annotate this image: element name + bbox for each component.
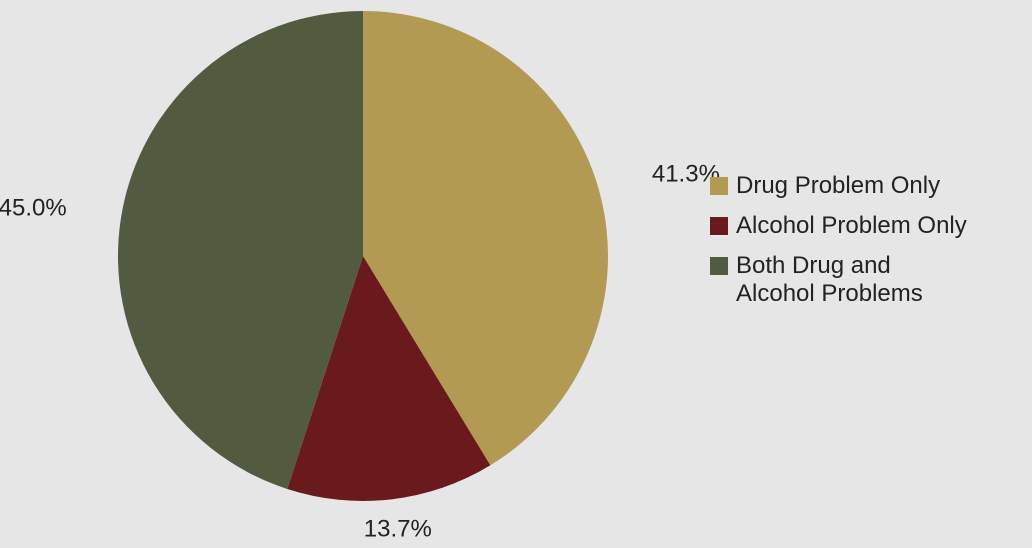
- data-label: 41.3%: [652, 160, 720, 187]
- pie-slice: [118, 11, 363, 490]
- legend-item: Alcohol Problem Only: [710, 212, 967, 240]
- legend-label: Both Drug and Alcohol Problems: [736, 252, 923, 307]
- pie-slice: [363, 11, 608, 466]
- pie-slice: [287, 256, 491, 501]
- legend-swatch: [710, 257, 728, 275]
- legend: Drug Problem Only Alcohol Problem Only Bot…: [710, 172, 967, 320]
- legend-item: Both Drug and Alcohol Problems: [710, 252, 967, 308]
- data-label: 13.7%: [364, 515, 432, 542]
- legend-swatch: [710, 217, 728, 235]
- legend-label: Alcohol Problem Only: [736, 212, 967, 239]
- legend-item: Drug Problem Only: [710, 172, 967, 200]
- legend-swatch: [710, 177, 728, 195]
- legend-label: Drug Problem Only: [736, 172, 941, 199]
- data-label: 45.0%: [0, 194, 67, 221]
